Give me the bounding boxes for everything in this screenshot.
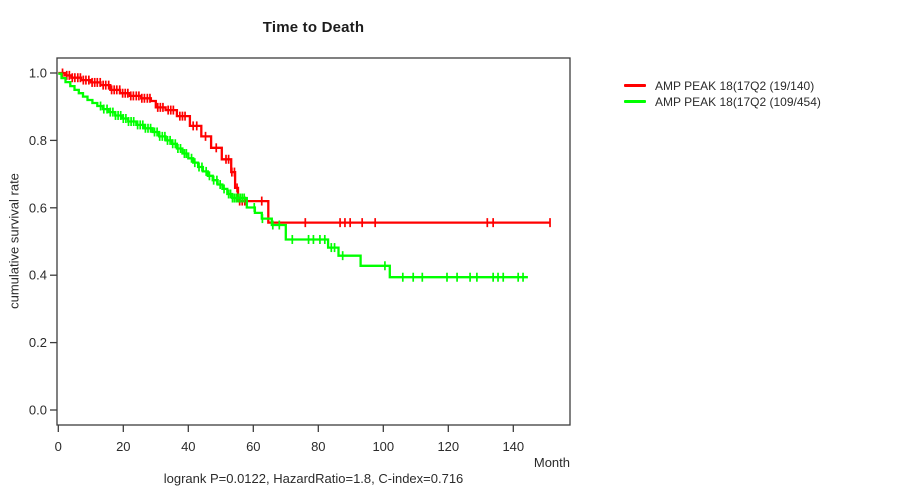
x-tick-label: 60 <box>246 439 260 454</box>
legend-item-group1: AMP PEAK 18(17Q2 (19/140) <box>624 78 821 93</box>
x-axis-title: Month <box>533 455 570 470</box>
x-tick-label: 100 <box>372 439 394 454</box>
y-tick-label: 0.4 <box>29 268 47 283</box>
x-tick-label: 40 <box>181 439 195 454</box>
x-tick-label: 120 <box>437 439 459 454</box>
km-step-path <box>58 71 550 224</box>
y-tick-label: 0.6 <box>29 200 47 215</box>
plot-border <box>56 57 571 426</box>
x-tick-label: 80 <box>311 439 325 454</box>
survival-curves <box>58 68 551 282</box>
legend-label-group2: AMP PEAK 18(17Q2 (109/454) <box>655 94 821 109</box>
x-axis: 0 20 40 60 80 100 120 140 <box>55 425 524 454</box>
x-tick-label: 140 <box>502 439 524 454</box>
y-tick-label: 0.2 <box>29 335 47 350</box>
y-tick-label: 1.0 <box>29 66 47 81</box>
legend: AMP PEAK 18(17Q2 (19/140) AMP PEAK 18(17… <box>624 78 821 109</box>
legend-line-red-icon <box>624 84 646 87</box>
x-tick-label: 0 <box>55 439 62 454</box>
y-tick-label: 0.0 <box>29 403 47 418</box>
y-tick-label: 0.8 <box>29 133 47 148</box>
stats-annotation: logrank P=0.0122, HazardRatio=1.8, C-ind… <box>163 471 464 486</box>
km-step-path <box>58 72 528 279</box>
y-axis: 0.0 0.2 0.4 0.6 0.8 1.0 <box>29 66 57 418</box>
chart-title: Time to Death <box>262 19 365 36</box>
legend-item-group2: AMP PEAK 18(17Q2 (109/454) <box>624 94 821 109</box>
legend-label-group1: AMP PEAK 18(17Q2 (19/140) <box>655 78 815 93</box>
plot-box <box>56 57 571 426</box>
legend-line-green-icon <box>624 100 646 103</box>
series-curve-green <box>58 72 528 282</box>
series-curve-red <box>58 68 551 228</box>
x-tick-label: 20 <box>116 439 130 454</box>
